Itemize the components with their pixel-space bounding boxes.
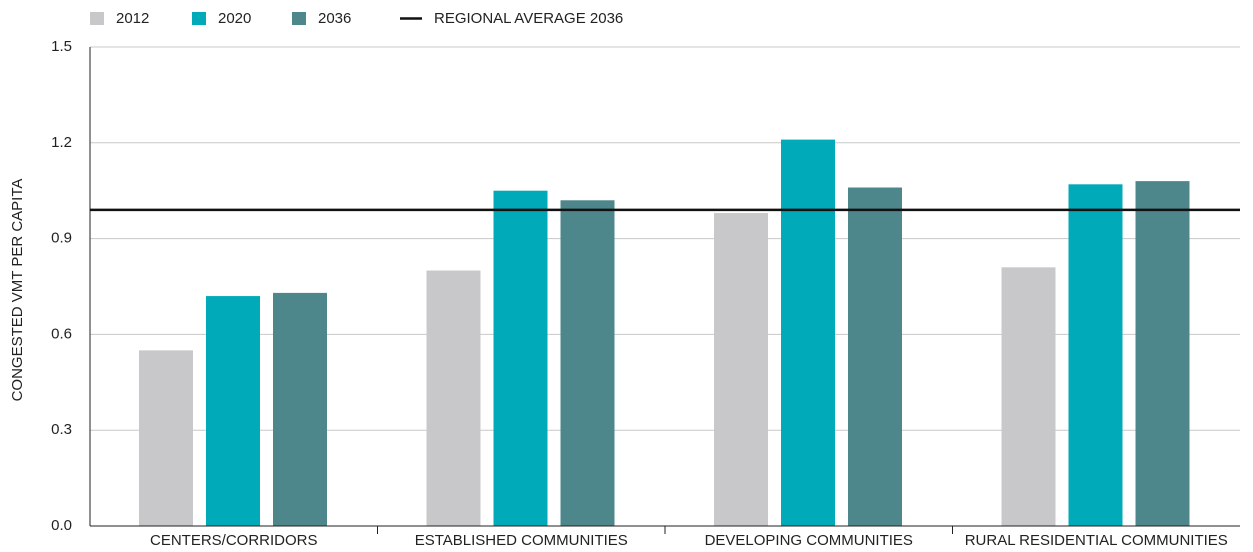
x-tick-label: CENTERS/CORRIDORS xyxy=(150,532,318,549)
bar xyxy=(1001,267,1056,526)
legend-label: REGIONAL AVERAGE 2036 xyxy=(434,10,623,27)
bar xyxy=(206,296,260,526)
bar xyxy=(560,200,615,526)
y-tick-label: 1.5 xyxy=(51,38,72,55)
bar xyxy=(1135,181,1190,526)
bar xyxy=(781,139,835,526)
legend-label: 2020 xyxy=(218,10,251,27)
legend-swatch xyxy=(192,12,206,25)
bar xyxy=(848,187,902,527)
y-tick-label: 0.6 xyxy=(51,325,72,342)
y-tick-label: 0.0 xyxy=(51,517,72,534)
legend-swatch xyxy=(292,12,306,25)
x-tick-label: RURAL RESIDENTIAL COMMUNITIES xyxy=(965,532,1228,549)
y-tick-label: 0.9 xyxy=(51,230,72,247)
x-tick-label: ESTABLISHED COMMUNITIES xyxy=(415,532,628,549)
bar xyxy=(273,292,327,526)
legend-swatch xyxy=(90,12,104,25)
y-tick-label: 1.2 xyxy=(51,134,72,151)
bar xyxy=(426,270,481,526)
bar xyxy=(493,190,548,526)
legend-label: 2012 xyxy=(116,10,149,27)
bar xyxy=(714,213,768,526)
y-axis-label: CONGESTED VMT PER CAPITA xyxy=(9,179,26,402)
x-tick-label: DEVELOPING COMMUNITIES xyxy=(705,532,913,549)
bar xyxy=(139,350,193,526)
bar xyxy=(1068,184,1123,526)
y-tick-label: 0.3 xyxy=(51,421,72,438)
legend-label: 2036 xyxy=(318,10,351,27)
